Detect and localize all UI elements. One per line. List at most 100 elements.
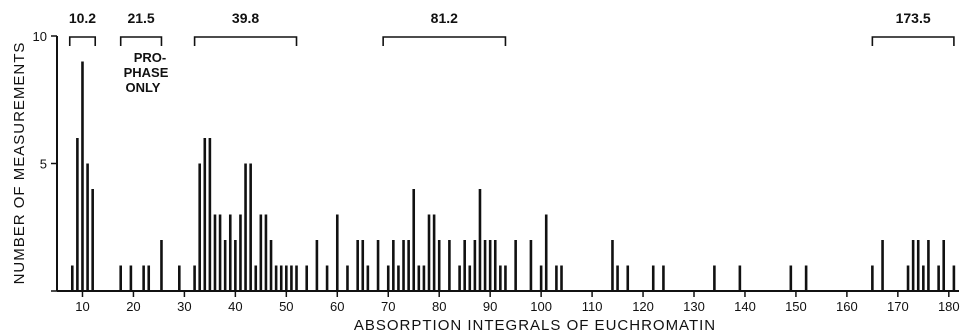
bar-66 bbox=[544, 214, 548, 291]
bar-11 bbox=[193, 265, 196, 291]
bar-23 bbox=[254, 265, 258, 291]
bracket-label-4: 173.5 bbox=[896, 10, 931, 26]
bar-24 bbox=[259, 214, 263, 291]
bar-81 bbox=[911, 240, 915, 291]
annotation-line-2: PHASE bbox=[124, 65, 169, 80]
x-tick-label-150: 150 bbox=[785, 299, 807, 314]
bar-31 bbox=[295, 265, 298, 291]
bar-26 bbox=[269, 240, 273, 291]
bar-32 bbox=[305, 265, 309, 291]
bar-58 bbox=[483, 240, 487, 291]
bar-69 bbox=[611, 240, 614, 291]
bar-87 bbox=[952, 265, 956, 291]
bar-3 bbox=[86, 163, 89, 291]
bar-7 bbox=[142, 265, 145, 291]
bar-25 bbox=[264, 214, 268, 291]
x-tick-label-160: 160 bbox=[836, 299, 858, 314]
x-axis-title: ABSORPTION INTEGRALS OF EUCHROMATIN bbox=[354, 317, 716, 334]
x-tick-label-140: 140 bbox=[734, 299, 756, 314]
bar-36 bbox=[346, 265, 349, 291]
bar-38 bbox=[361, 240, 365, 291]
bar-57 bbox=[478, 189, 482, 291]
bar-41 bbox=[386, 265, 390, 291]
bar-37 bbox=[356, 240, 359, 291]
bar-6 bbox=[129, 265, 133, 291]
bar-74 bbox=[713, 265, 716, 291]
bar-19 bbox=[234, 240, 237, 291]
bracket-layer: 10.2 21.5 39.8 81.2 173.5 bbox=[68, 10, 955, 46]
bar-76 bbox=[789, 265, 793, 291]
bar-46 bbox=[412, 189, 416, 291]
x-tick-label-90: 90 bbox=[483, 299, 497, 314]
bar-60 bbox=[493, 240, 497, 291]
bracket-4 bbox=[871, 36, 955, 46]
bar-79 bbox=[881, 240, 884, 291]
y-axis-ticks: 5 10 bbox=[33, 29, 57, 292]
bar-1 bbox=[76, 138, 79, 291]
bar-40 bbox=[376, 240, 380, 291]
bar-20 bbox=[239, 214, 242, 291]
bar-85 bbox=[937, 265, 940, 291]
x-tick-label-60: 60 bbox=[330, 299, 344, 314]
bar-70 bbox=[616, 265, 619, 291]
bar-30 bbox=[290, 265, 293, 291]
bar-75 bbox=[738, 265, 742, 291]
bar-86 bbox=[942, 240, 946, 291]
bar-78 bbox=[871, 265, 874, 291]
bar-77 bbox=[804, 265, 808, 291]
y-tick-label-5: 5 bbox=[40, 157, 47, 172]
bar-51 bbox=[437, 240, 441, 291]
bar-14 bbox=[208, 138, 212, 291]
bar-43 bbox=[397, 265, 400, 291]
bar-4 bbox=[91, 189, 94, 291]
bar-67 bbox=[555, 265, 558, 291]
bar-28 bbox=[279, 265, 283, 291]
x-tick-label-100: 100 bbox=[530, 299, 552, 314]
bar-34 bbox=[325, 265, 329, 291]
x-tick-label-10: 10 bbox=[75, 299, 89, 314]
annotation-line-1: PRO- bbox=[134, 50, 167, 65]
bar-52 bbox=[448, 240, 451, 291]
bar-55 bbox=[468, 265, 472, 291]
bar-50 bbox=[432, 214, 436, 291]
x-tick-label-50: 50 bbox=[279, 299, 293, 314]
bracket-label-2: 39.8 bbox=[232, 10, 259, 26]
bar-2 bbox=[81, 61, 84, 291]
annotation-line-3: ONLY bbox=[126, 80, 161, 95]
bar-49 bbox=[427, 214, 431, 291]
bar-44 bbox=[402, 240, 405, 291]
y-tick-label-10: 10 bbox=[33, 29, 47, 44]
bracket-2 bbox=[193, 36, 298, 46]
prophase-annotation: PRO- PHASE ONLY bbox=[124, 50, 169, 95]
x-tick-label-120: 120 bbox=[632, 299, 654, 314]
x-tick-label-40: 40 bbox=[228, 299, 242, 314]
y-axis-title: NUMBER OF MEASUREMENTS bbox=[11, 42, 28, 285]
bar-63 bbox=[514, 240, 517, 291]
bar-12 bbox=[198, 163, 201, 291]
bar-15 bbox=[213, 214, 217, 291]
bar-56 bbox=[473, 240, 477, 291]
bar-42 bbox=[392, 240, 395, 291]
bar-0 bbox=[70, 265, 74, 291]
bar-84 bbox=[927, 240, 930, 291]
bracket-0 bbox=[68, 36, 97, 46]
bar-29 bbox=[285, 265, 288, 291]
bracket-label-3: 81.2 bbox=[431, 10, 458, 26]
bar-35 bbox=[335, 214, 339, 291]
bar-9 bbox=[160, 240, 163, 291]
x-tick-label-80: 80 bbox=[432, 299, 446, 314]
bar-18 bbox=[228, 214, 232, 291]
bar-65 bbox=[539, 265, 543, 291]
bar-61 bbox=[499, 265, 502, 291]
x-tick-label-30: 30 bbox=[177, 299, 191, 314]
bar-27 bbox=[274, 265, 278, 291]
bracket-1 bbox=[119, 36, 163, 46]
bar-39 bbox=[366, 265, 370, 291]
bar-73 bbox=[662, 265, 665, 291]
bar-47 bbox=[417, 265, 421, 291]
bar-5 bbox=[119, 265, 122, 291]
bar-13 bbox=[203, 138, 207, 291]
x-tick-label-70: 70 bbox=[381, 299, 395, 314]
bar-10 bbox=[178, 265, 181, 291]
